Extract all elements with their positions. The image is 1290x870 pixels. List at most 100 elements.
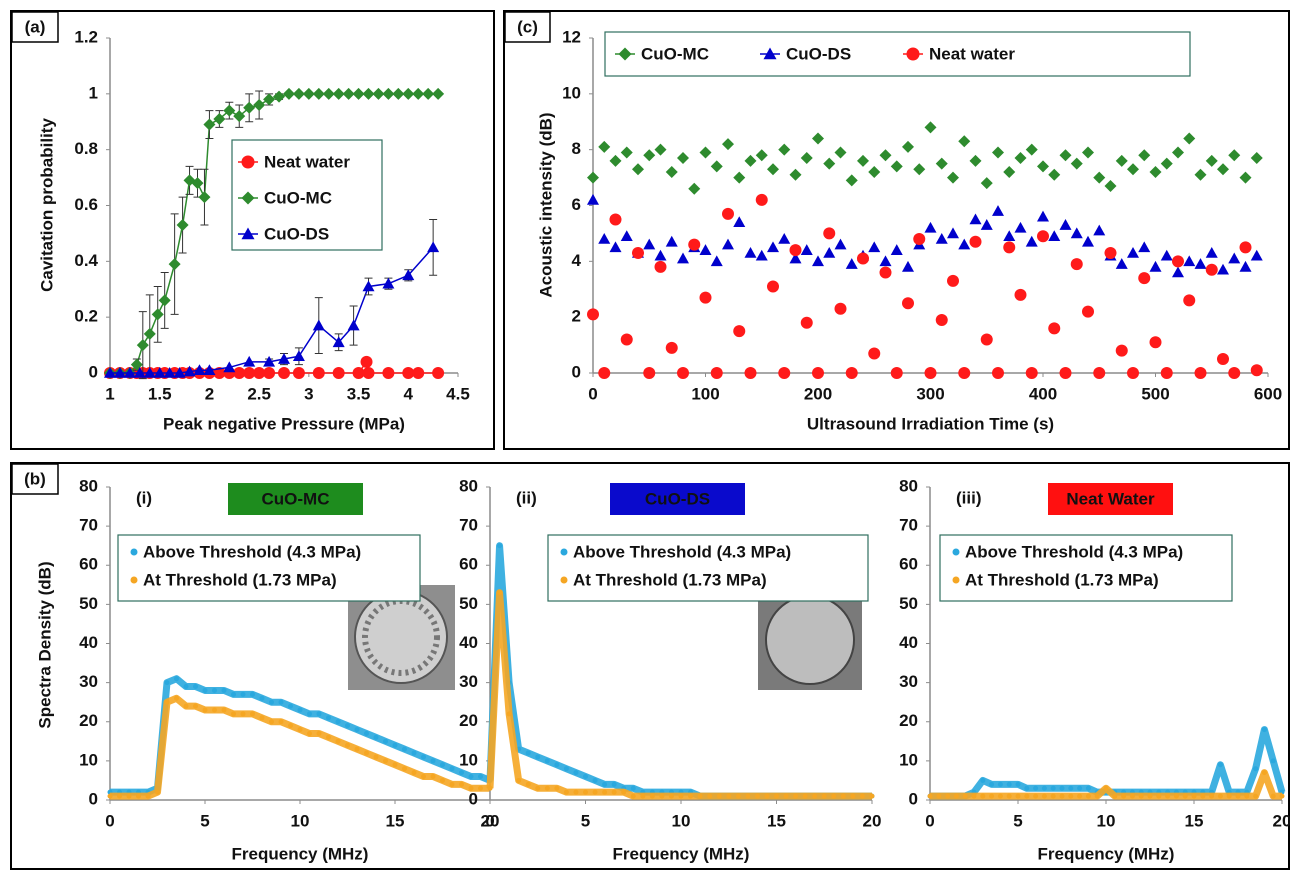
marker: [136, 339, 149, 352]
marker: [269, 699, 274, 705]
marker: [902, 140, 914, 153]
marker: [726, 793, 732, 799]
marker: [506, 711, 512, 717]
marker: [598, 140, 611, 153]
marker: [1025, 367, 1038, 379]
marker: [924, 367, 937, 379]
marker: [1270, 758, 1276, 764]
marker: [834, 146, 847, 159]
marker: [1115, 154, 1128, 167]
marker: [710, 255, 723, 267]
marker: [868, 347, 881, 360]
legend-box: [117, 534, 421, 602]
marker: [1183, 294, 1196, 307]
marker: [890, 160, 903, 173]
marker: [997, 793, 1003, 799]
marker: [278, 699, 284, 705]
legend-label: Neat water: [929, 44, 1015, 63]
y-tick-label: 0.8: [74, 139, 98, 158]
marker: [1205, 263, 1218, 276]
marker: [744, 367, 757, 379]
marker: [1138, 793, 1144, 799]
marker: [632, 163, 644, 176]
y-tick-label: 10: [79, 750, 98, 769]
marker: [1182, 793, 1188, 799]
marker: [288, 703, 293, 709]
marker: [1194, 367, 1207, 379]
marker: [1003, 241, 1016, 254]
legend-label: Above Threshold (4.3 MPa): [965, 542, 1183, 561]
marker: [587, 171, 599, 184]
marker: [840, 793, 846, 799]
marker: [241, 227, 255, 240]
marker: [364, 730, 369, 736]
marker: [869, 793, 875, 799]
marker: [1149, 166, 1162, 178]
marker: [231, 711, 236, 717]
marker: [198, 191, 211, 204]
marker: [598, 233, 611, 244]
badge-text: CuO-DS: [645, 489, 710, 508]
marker: [1183, 255, 1196, 267]
x-tick-label: 2.5: [247, 384, 271, 403]
x-axis-label: Frequency (MHz): [1038, 844, 1175, 863]
marker: [1059, 785, 1065, 791]
marker: [745, 793, 751, 799]
marker: [620, 333, 633, 346]
marker: [1250, 249, 1263, 261]
marker: [845, 367, 858, 379]
marker: [1015, 793, 1021, 799]
badge-text: Neat Water: [1066, 489, 1155, 508]
y-tick-label: 30: [79, 672, 98, 691]
marker: [755, 193, 768, 206]
badge-text: CuO-MC: [262, 489, 330, 508]
marker: [1085, 793, 1091, 799]
marker: [609, 213, 622, 226]
marker: [1127, 163, 1139, 176]
marker: [1104, 179, 1117, 192]
marker: [382, 367, 395, 379]
marker: [958, 367, 971, 379]
marker: [282, 87, 295, 100]
marker: [665, 235, 678, 247]
marker: [583, 774, 588, 780]
marker: [1183, 132, 1196, 145]
badge-box: [610, 483, 745, 515]
marker: [654, 249, 667, 261]
marker: [383, 758, 388, 764]
marker: [497, 543, 503, 549]
sub-label: (iii): [956, 488, 982, 507]
marker: [831, 793, 837, 799]
marker: [800, 152, 813, 165]
legend-label: CuO-DS: [264, 224, 329, 243]
marker: [1014, 288, 1027, 301]
marker: [1156, 793, 1162, 799]
marker: [221, 687, 227, 693]
marker: [193, 364, 206, 376]
marker: [402, 746, 407, 752]
marker: [697, 793, 703, 799]
sub-label: (ii): [516, 488, 537, 507]
marker: [1194, 258, 1207, 269]
marker: [352, 87, 365, 100]
marker: [936, 793, 942, 799]
marker: [969, 213, 982, 225]
marker: [733, 216, 746, 228]
x-tick-label: 0: [588, 384, 597, 403]
marker: [382, 87, 395, 100]
y-tick-label: 30: [899, 672, 918, 691]
y-tick-label: 6: [572, 195, 581, 214]
marker: [332, 336, 345, 348]
marker: [913, 163, 926, 176]
marker: [632, 246, 644, 259]
marker: [535, 785, 541, 791]
marker: [980, 333, 993, 346]
marker: [335, 719, 341, 725]
marker: [302, 87, 315, 100]
legend-label: At Threshold (1.73 MPa): [965, 570, 1159, 589]
marker: [525, 781, 531, 787]
marker: [1239, 171, 1252, 184]
marker: [812, 793, 818, 799]
marker: [947, 274, 959, 287]
x-tick-label: 10: [291, 811, 310, 830]
